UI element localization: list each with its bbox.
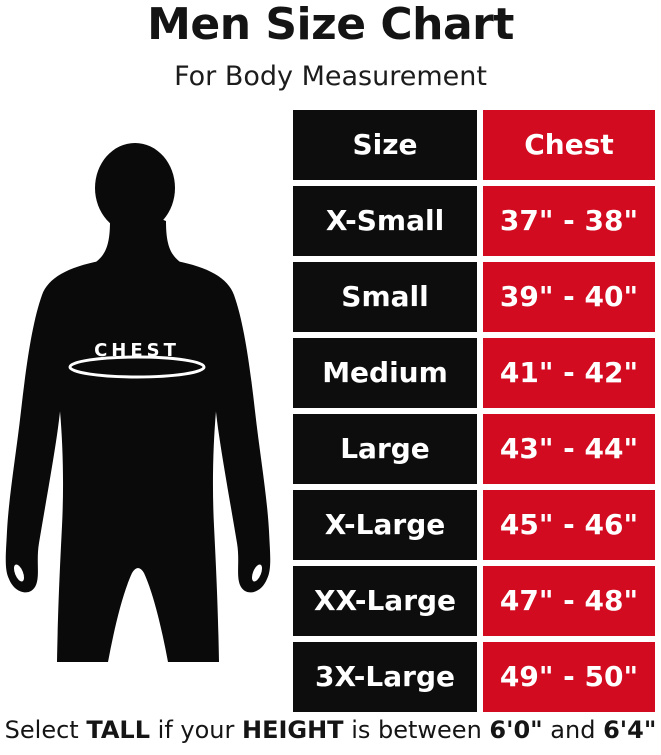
torso-legs-shape [55,215,221,662]
chest-label: CHEST [94,340,180,361]
size-cell: Medium [293,338,477,408]
note-segment: and [542,716,604,744]
note-segment: is between [343,716,490,744]
size-cell: Large [293,414,477,484]
chest-column-header: Chest [483,110,655,180]
note-segment-height: HEIGHT [241,716,344,744]
page-title: Men Size Chart [147,0,514,50]
left-arm-shape [5,261,100,593]
page-subtitle: For Body Measurement [174,61,487,92]
size-chart-table: Size Chest X-Small 37" - 38" Small 39" -… [293,110,655,712]
size-cell: Small [293,262,477,332]
chest-cell: 47" - 48" [483,566,655,636]
head-shape [95,143,175,233]
body-silhouette-svg: CHEST [5,143,271,662]
size-cell: XX-Large [293,566,477,636]
male-body-silhouette: CHEST [0,135,280,670]
size-column-header: Size [293,110,477,180]
chest-cell: 41" - 42" [483,338,655,408]
size-cell: X-Small [293,186,477,256]
right-arm-shape [176,261,271,593]
left-thumb-notch [13,564,25,582]
right-thumb-notch [251,564,263,582]
chest-cell: 39" - 40" [483,262,655,332]
chest-cell: 43" - 44" [483,414,655,484]
size-cell: 3X-Large [293,642,477,712]
chest-cell: 49" - 50" [483,642,655,712]
bottom-note: Select TALL if your HEIGHT is between 6'… [0,715,661,746]
chest-measure-ellipse [68,355,206,379]
note-segment-min-height: 6'0" [489,716,543,744]
note-segment-tall: TALL [86,716,151,744]
note-segment: Select [4,716,87,744]
note-segment-max-height: 6'4" [603,716,657,744]
chest-cell: 37" - 38" [483,186,655,256]
chest-cell: 45" - 46" [483,490,655,560]
note-segment: if your [150,716,242,744]
size-cell: X-Large [293,490,477,560]
